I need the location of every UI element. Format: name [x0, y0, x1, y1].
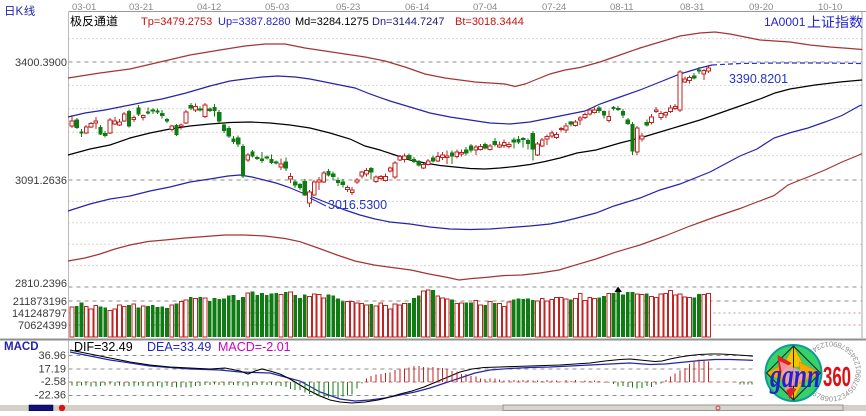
svg-text:8: 8 [836, 340, 843, 350]
svg-text:6: 6 [843, 344, 852, 354]
svg-text:-22.36: -22.36 [35, 390, 66, 402]
svg-text:141248797: 141248797 [12, 308, 67, 320]
svg-text:Up=3387.8280: Up=3387.8280 [218, 16, 290, 28]
svg-text:3: 3 [840, 391, 848, 401]
svg-text:211873196: 211873196 [13, 296, 67, 308]
svg-text:4: 4 [848, 351, 858, 360]
svg-text:7: 7 [851, 380, 861, 388]
svg-text:8: 8 [819, 393, 826, 403]
svg-text:Tp=3479.2753: Tp=3479.2753 [141, 16, 212, 28]
svg-text:1: 1 [853, 364, 863, 370]
svg-text:7: 7 [840, 342, 848, 352]
svg-text:3: 3 [815, 342, 823, 352]
svg-text:0: 0 [829, 340, 833, 349]
svg-text:3390.8201: 3390.8201 [729, 72, 788, 86]
svg-text:5: 5 [846, 386, 855, 395]
svg-text:2810.2396: 2810.2396 [15, 278, 67, 290]
svg-text:DIF=32.49: DIF=32.49 [74, 340, 133, 354]
svg-text:-2.58: -2.58 [41, 376, 66, 388]
svg-text:2: 2 [836, 393, 843, 403]
svg-text:07-04: 07-04 [473, 2, 497, 13]
svg-text:4: 4 [843, 389, 852, 399]
svg-text:7: 7 [815, 391, 823, 401]
svg-text:9: 9 [824, 394, 830, 404]
svg-text:0: 0 [829, 395, 833, 404]
svg-text:36.96: 36.96 [38, 350, 66, 362]
svg-text:DEA=33.49: DEA=33.49 [147, 340, 211, 354]
svg-text:4: 4 [811, 344, 820, 354]
svg-text:10-10: 10-10 [818, 2, 842, 13]
svg-text:Md=3284.1275: Md=3284.1275 [295, 16, 369, 28]
svg-text:1: 1 [824, 340, 830, 350]
svg-text:17.19: 17.19 [38, 364, 66, 376]
svg-text:04-12: 04-12 [197, 2, 221, 13]
svg-text:3016.5300: 3016.5300 [328, 198, 387, 212]
svg-text:9: 9 [853, 373, 863, 379]
svg-text:05-03: 05-03 [265, 2, 289, 13]
svg-text:Bt=3018.3444: Bt=3018.3444 [455, 16, 524, 28]
svg-text:3091.2636: 3091.2636 [15, 175, 67, 187]
svg-text:1A0001: 1A0001 [764, 15, 806, 29]
svg-text:6: 6 [848, 383, 858, 392]
svg-text:5: 5 [846, 347, 855, 356]
svg-text:MACD: MACD [4, 341, 39, 353]
svg-text:70624399: 70624399 [18, 320, 67, 332]
svg-text:2: 2 [852, 360, 862, 367]
svg-text:MACD=-2.01: MACD=-2.01 [218, 340, 291, 354]
svg-text:03-21: 03-21 [129, 2, 153, 13]
svg-text:07-24: 07-24 [542, 2, 566, 13]
svg-text:8: 8 [852, 377, 862, 384]
svg-text:9: 9 [833, 340, 839, 350]
svg-text:360: 360 [823, 361, 851, 393]
svg-text:09-20: 09-20 [749, 2, 773, 13]
svg-text:3: 3 [851, 355, 861, 363]
svg-text:05-23: 05-23 [336, 2, 360, 13]
svg-text:06-14: 06-14 [405, 2, 429, 13]
svg-text:K: K [16, 6, 24, 18]
svg-text:1: 1 [833, 394, 839, 404]
svg-text:2: 2 [819, 340, 826, 350]
svg-text:6: 6 [811, 389, 820, 399]
svg-text:Dn=3144.7247: Dn=3144.7247 [372, 16, 444, 28]
svg-text:gann: gann [769, 358, 820, 395]
svg-text:08-31: 08-31 [680, 2, 704, 13]
svg-text:0: 0 [854, 369, 863, 373]
svg-text:03-01: 03-01 [72, 2, 96, 13]
svg-text:3400.3900: 3400.3900 [15, 57, 67, 69]
svg-text:08-11: 08-11 [610, 2, 634, 13]
